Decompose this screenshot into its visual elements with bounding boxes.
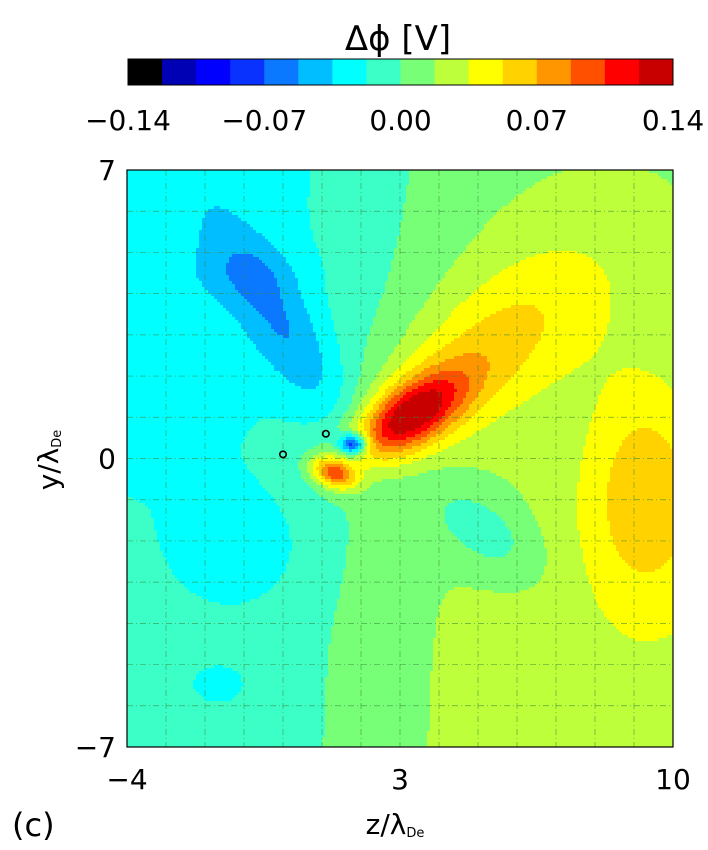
colorbar-swatch [537, 59, 572, 85]
colorbar-tick-label: 0.14 [642, 104, 704, 137]
colorbar-swatch [571, 59, 606, 85]
colorbar-swatch [401, 59, 436, 85]
colorbar-swatch [366, 59, 401, 85]
colorbar-swatch [503, 59, 538, 85]
colorbar-swatch [162, 59, 197, 85]
colorbar-swatch [298, 59, 333, 85]
colorbar-swatch [230, 59, 265, 85]
colorbar-swatch [128, 59, 163, 85]
colorbar-tick-label: 0.07 [506, 104, 568, 137]
colorbar-swatch [264, 59, 299, 85]
colorbar [128, 59, 674, 85]
colorbar-swatch [435, 59, 470, 85]
colorbar-tick-label: −0.14 [85, 104, 171, 137]
colorbar-swatch [639, 59, 674, 85]
colorbar-swatch [332, 59, 367, 85]
colorbar-title: Δϕ [V] [345, 19, 451, 59]
colorbar-tick-label: 0.00 [369, 104, 431, 137]
colorbar-swatch [196, 59, 231, 85]
colorbar-swatch [469, 59, 504, 85]
colorbar-tick-label: −0.07 [221, 104, 307, 137]
colorbar-swatch [605, 59, 640, 85]
colorbar-tick-labels: −0.14 −0.07 0.00 0.07 0.14 [85, 104, 704, 137]
